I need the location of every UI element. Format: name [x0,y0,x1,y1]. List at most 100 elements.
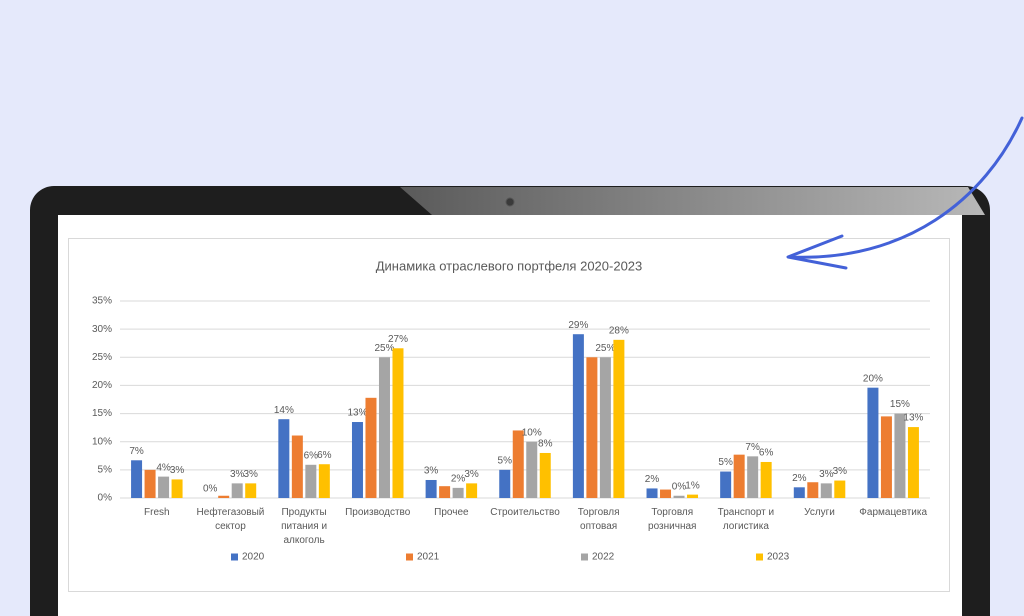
bar [351,422,363,498]
y-tick-label: 20% [92,380,112,391]
bar [539,452,551,498]
x-tick-label: Торговля оптовая [577,507,620,532]
data-label: 5% [498,455,513,466]
x-tick-label: Торговля розничная [648,507,697,532]
x-tick-label: Прочее [434,507,469,518]
bar [365,397,377,498]
bar [512,430,524,498]
data-label: 13% [903,413,923,424]
data-label: 3% [243,469,258,480]
legend-swatch [756,553,763,561]
data-label: 1% [685,480,700,491]
y-tick-label: 15% [92,408,112,419]
data-label: 0% [672,481,687,492]
bar [466,483,478,498]
bar [586,357,598,498]
data-label: 8% [538,439,553,450]
bar [613,339,625,498]
x-tick-label: Fresh [144,507,170,518]
data-label: 2% [451,474,466,485]
bar [820,483,832,498]
bar [218,495,230,498]
chart-frame [68,238,950,592]
bar [305,464,317,498]
data-label: 13% [347,408,367,419]
data-label: 0% [203,484,218,495]
bar [144,469,156,498]
data-label: 3% [170,465,185,476]
bar [291,435,303,498]
bar [867,387,879,498]
data-label: 3% [833,466,848,477]
data-label: 6% [759,448,774,459]
x-tick-label: Услуги [804,507,835,518]
data-label: 7% [745,442,760,453]
x-tick-label: Производство [345,507,411,518]
bar [646,488,658,498]
bar [439,486,451,498]
x-tick-label: Продукты питания и алкоголь [281,507,328,546]
data-label: 3% [424,466,439,477]
data-label: 25% [595,343,615,354]
pointer-arrow [788,116,1024,259]
bar [231,483,243,498]
bar [245,483,257,498]
data-label: 2% [792,473,807,484]
y-tick-label: 10% [92,436,112,447]
bar [171,479,183,498]
y-tick-label: 5% [98,464,113,475]
bar [660,489,672,498]
bar [673,495,685,498]
data-label: 7% [129,446,144,457]
legend-label: 2020 [242,552,265,563]
y-tick-label: 25% [92,352,112,363]
x-tick-label: Транспорт и логистика [717,507,775,532]
pointer-arrowhead [786,234,848,270]
legend-swatch [231,553,238,561]
data-label: 10% [522,427,542,438]
data-label: 2% [645,474,660,485]
bar [733,454,745,498]
bar [131,460,143,498]
camera [505,197,515,207]
data-label: 3% [819,469,834,480]
bar [760,461,772,498]
bar [807,482,819,498]
y-tick-label: 0% [98,493,113,504]
data-label: 3% [464,469,479,480]
x-tick-label: Фармацевтика [859,507,928,518]
y-tick-label: 35% [92,296,112,307]
data-label: 5% [718,457,733,468]
bar [392,348,404,498]
data-label: 25% [374,343,394,354]
legend-swatch [581,553,588,561]
data-label: 4% [156,462,171,473]
bar [318,464,330,498]
bar [572,334,584,498]
data-label: 27% [388,334,408,345]
data-label: 6% [304,450,319,461]
bar [894,413,906,498]
data-label: 29% [568,320,588,331]
bar [158,476,170,498]
data-label: 14% [274,405,294,416]
chart-title: Динамика отраслевого портфеля 2020-2023 [376,258,643,273]
legend-swatch [406,553,413,561]
bar [278,419,290,498]
legend-label: 2021 [417,552,440,563]
y-tick-label: 30% [92,324,112,335]
bar [452,487,464,498]
data-label: 3% [230,469,245,480]
bar [425,479,437,498]
data-label: 20% [863,373,883,384]
bar [499,469,511,498]
data-label: 6% [317,450,332,461]
bar [687,494,699,498]
bar [880,416,892,498]
bar [747,456,759,498]
bar [599,357,611,498]
bar [907,427,919,498]
bar [834,480,846,498]
